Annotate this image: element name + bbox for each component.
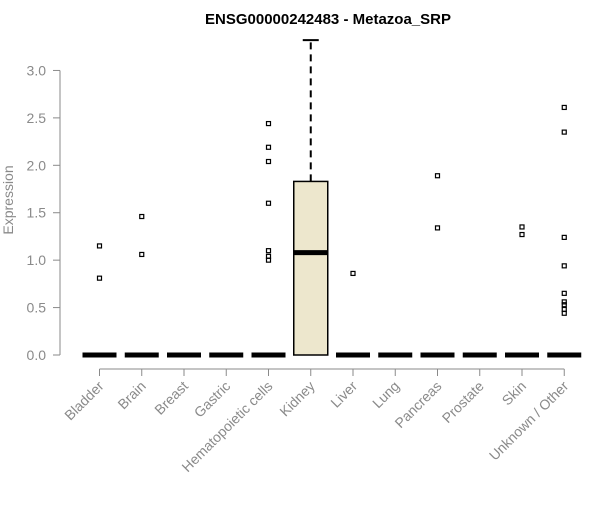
box-group — [293, 39, 329, 356]
x-tick-label: Breast — [151, 378, 191, 418]
x-tick-label: Skin — [499, 378, 530, 409]
box-group — [124, 213, 159, 358]
outlier-point — [265, 200, 272, 206]
outlier-point — [265, 144, 272, 150]
outlier-point — [265, 253, 272, 259]
outlier-point — [561, 263, 567, 269]
outlier-point — [350, 270, 356, 277]
x-tick-label: Bladder — [61, 378, 107, 424]
x-tick-label: Kidney — [276, 378, 318, 420]
box-iqr — [293, 180, 329, 356]
x-tick-label: Unknown / Other — [486, 378, 572, 464]
outlier-point — [561, 302, 567, 308]
box-group — [251, 120, 286, 358]
outlier-point — [96, 275, 103, 281]
outlier-point — [96, 243, 103, 249]
y-tick-label: 2.5 — [27, 110, 47, 126]
y-tick-label: 0.5 — [27, 300, 47, 316]
outlier-point — [561, 234, 567, 240]
y-tick-label: 1.5 — [27, 205, 47, 221]
outlier-point — [139, 213, 145, 220]
y-tick-label: 3.0 — [27, 62, 47, 78]
outlier-point — [561, 299, 567, 305]
outlier-point — [265, 158, 272, 165]
box-group — [505, 224, 539, 358]
x-tick-label: Pancreas — [391, 378, 444, 431]
outlier-point — [265, 120, 272, 127]
x-tick-label: Lung — [369, 378, 402, 411]
y-tick-label: 1.0 — [27, 252, 47, 268]
outlier-point — [519, 224, 525, 230]
x-tick-label: Liver — [327, 378, 360, 411]
outlier-point — [561, 306, 567, 313]
outlier-point — [519, 231, 525, 238]
boxes-layer — [82, 39, 582, 358]
outlier-point — [434, 173, 441, 179]
box-group — [82, 243, 117, 358]
outlier-point — [265, 248, 272, 254]
box-group — [420, 173, 455, 358]
x-tick-label: Prostate — [439, 378, 487, 426]
outlier-point — [561, 129, 567, 135]
outlier-point — [561, 290, 567, 296]
y-tick-label: 0.0 — [27, 347, 47, 363]
y-axis: 0.0 0.5 1.0 1.5 2.0 2.5 3.0 — [27, 62, 61, 363]
box-group — [336, 270, 370, 358]
chart-title: ENSG00000242483 - Metazoa_SRP — [205, 11, 451, 28]
outlier-point — [561, 104, 567, 111]
y-axis-title: Expression — [0, 165, 16, 234]
outlier-point — [139, 251, 145, 258]
y-tick-label: 2.0 — [27, 157, 47, 173]
x-tick-label: Brain — [114, 378, 148, 412]
outlier-point — [434, 225, 441, 231]
box-group — [547, 104, 582, 358]
